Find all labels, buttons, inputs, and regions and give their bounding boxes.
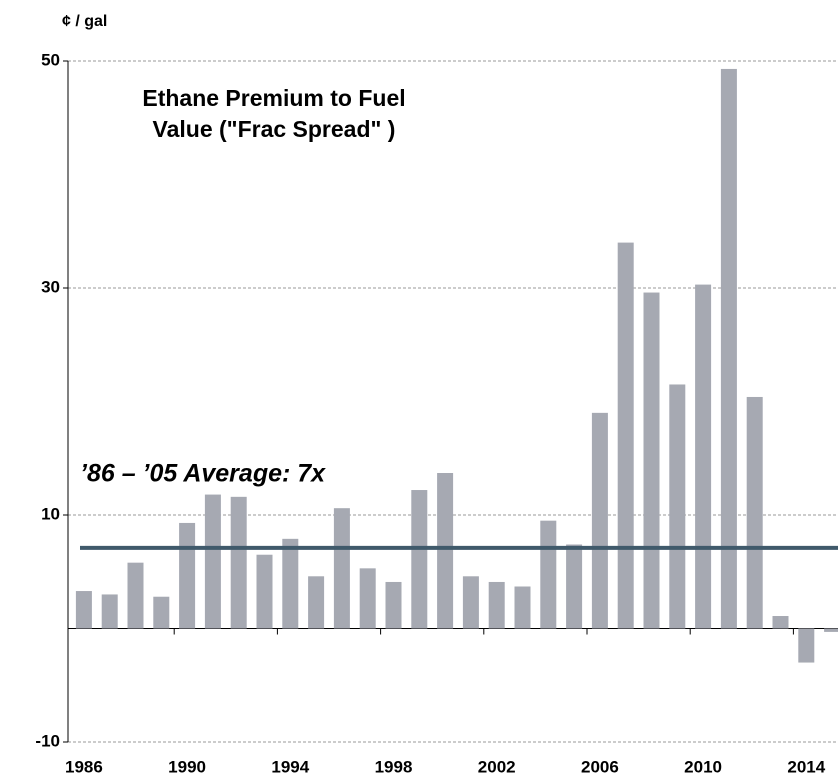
chart-title: Ethane Premium to Fuel: [142, 85, 405, 111]
bar: [695, 284, 712, 629]
bar: [308, 576, 325, 629]
bar: [488, 581, 505, 629]
y-tick-label: 50: [41, 50, 60, 69]
bar: [282, 538, 299, 629]
bar: [256, 554, 273, 629]
x-tick-label: 2014: [787, 757, 825, 776]
bar: [591, 412, 608, 629]
bar: [772, 616, 789, 629]
bar: [540, 520, 557, 629]
y-tick-label: 30: [41, 277, 60, 296]
x-tick-label: 1998: [375, 757, 413, 776]
bar: [798, 628, 815, 663]
bar: [746, 396, 763, 629]
y-tick-label: -10: [35, 731, 60, 750]
bar: [462, 576, 479, 629]
bar: [411, 490, 428, 629]
bar: [204, 494, 221, 629]
x-tick-label: 2010: [684, 757, 722, 776]
bar: [566, 544, 583, 629]
bar: [824, 628, 838, 632]
x-tick-label: 1994: [271, 757, 309, 776]
bar: [514, 586, 531, 629]
bar: [179, 522, 196, 629]
bar: [720, 68, 737, 629]
bar: [437, 473, 454, 629]
bar: [643, 292, 660, 629]
bar: [101, 594, 118, 629]
x-tick-label: 2002: [478, 757, 516, 776]
bar: [230, 496, 247, 629]
bar: [127, 562, 144, 629]
bar: [385, 581, 402, 629]
bar: [333, 508, 350, 629]
x-tick-label: 1986: [65, 757, 103, 776]
bar: [359, 568, 376, 629]
bar: [617, 242, 634, 629]
bar: [75, 591, 92, 629]
chart-title: Value ("Frac Spread" ): [153, 116, 396, 142]
y-axis-label: ¢ / gal: [62, 13, 107, 30]
bar: [153, 596, 170, 629]
x-tick-label: 2006: [581, 757, 619, 776]
bar: [669, 384, 686, 629]
x-tick-label: 1990: [168, 757, 206, 776]
annotation: ’86 – ’05 Average: 7x: [80, 460, 326, 488]
y-tick-label: 10: [41, 504, 60, 523]
